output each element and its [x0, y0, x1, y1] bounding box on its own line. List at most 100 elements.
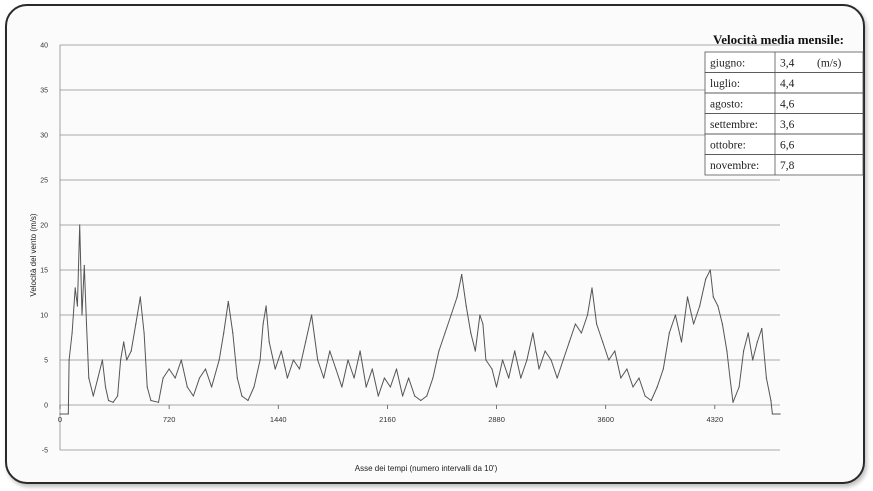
x-tick-labels: 0 720 1440 2160 2880 3600 4320	[58, 405, 723, 424]
data-point	[680, 341, 683, 343]
data-point	[139, 296, 141, 298]
data-point	[438, 350, 440, 352]
data-point	[353, 377, 355, 379]
data-point	[586, 314, 589, 316]
data-point	[482, 323, 484, 325]
data-point	[259, 359, 261, 361]
data-point	[729, 377, 731, 379]
data-point	[709, 269, 711, 271]
table-title: Velocità media mensile:	[713, 32, 844, 47]
x-tick-label: 2880	[488, 415, 505, 424]
data-point	[223, 332, 225, 334]
data-point	[383, 377, 385, 379]
data-point	[562, 359, 564, 361]
data-point	[420, 399, 422, 402]
data-point	[686, 296, 689, 298]
data-point	[614, 350, 616, 352]
data-point	[286, 377, 288, 379]
x-tick-label: 720	[163, 415, 176, 424]
data-point	[101, 359, 103, 361]
data-point	[292, 359, 294, 361]
data-point	[668, 332, 670, 334]
data-point	[150, 399, 152, 402]
y-tick-label: -5	[42, 448, 48, 455]
data-point	[596, 323, 598, 325]
data-point	[456, 296, 458, 298]
data-point	[347, 359, 349, 361]
data-point	[491, 368, 493, 370]
y-tick-label: 20	[40, 223, 48, 230]
table-month: settembre:	[710, 119, 758, 131]
data-point	[198, 377, 201, 379]
series-line	[60, 224, 780, 415]
data-point	[626, 368, 628, 370]
y-tick-label: 40	[40, 43, 48, 50]
data-point	[638, 377, 640, 379]
table-value: 3,6	[780, 119, 795, 131]
x-axis-label: Asse dei tempi (numero intervalli da 10'…	[355, 464, 498, 473]
data-point	[514, 350, 516, 352]
data-point	[752, 359, 754, 361]
data-point	[717, 305, 719, 307]
data-point	[341, 386, 343, 388]
data-point	[662, 368, 664, 370]
data-point	[461, 273, 463, 276]
table-month: ottobre:	[710, 140, 746, 152]
table-month: agosto:	[710, 99, 743, 111]
data-point	[67, 413, 69, 415]
data-point	[268, 341, 270, 343]
data-point	[79, 224, 81, 226]
data-point	[526, 359, 528, 361]
data-point	[556, 377, 558, 379]
x-tick-label: 2160	[379, 415, 396, 424]
data-point	[532, 332, 534, 334]
data-point	[180, 359, 182, 361]
data-point	[770, 399, 772, 402]
table-value: 4,4	[780, 78, 795, 90]
data-point	[241, 395, 243, 397]
y-tick-label: 10	[40, 313, 48, 320]
gridlines	[59, 44, 780, 451]
data-point	[157, 401, 160, 403]
data-point	[389, 386, 391, 388]
data-point	[485, 359, 487, 361]
data-point	[656, 386, 658, 388]
data-point	[674, 314, 677, 316]
data-point	[574, 323, 577, 325]
data-point	[236, 377, 238, 379]
data-point	[371, 368, 373, 370]
data-point	[479, 314, 481, 316]
data-point	[311, 314, 313, 316]
data-point	[71, 332, 73, 334]
data-point	[262, 323, 264, 325]
y-tick-label: 15	[40, 268, 48, 275]
data-point	[130, 350, 132, 352]
data-point	[298, 368, 301, 370]
data-point	[365, 386, 367, 388]
y-tick-label: 5	[44, 358, 48, 365]
data-point	[280, 350, 282, 352]
data-point	[317, 359, 319, 361]
data-point	[218, 359, 220, 361]
data-point	[761, 327, 763, 330]
data-point	[544, 350, 546, 352]
data-point	[85, 323, 88, 325]
table-month: novembre:	[710, 160, 759, 172]
data-point	[550, 359, 552, 361]
data-point	[738, 386, 740, 388]
data-point	[112, 401, 114, 403]
data-point	[74, 287, 76, 289]
data-point	[143, 332, 145, 334]
data-point	[335, 368, 337, 370]
data-point	[426, 395, 428, 397]
data-point	[253, 386, 255, 388]
table-value: 3,4	[780, 58, 795, 70]
data-point	[227, 300, 229, 303]
data-point	[747, 332, 749, 334]
y-tick-labels: -5 0 5 10 15 20 25 30 35 40	[40, 43, 48, 455]
data-point	[474, 350, 476, 352]
data-point	[444, 332, 446, 334]
data-point	[408, 377, 410, 379]
data-point	[174, 377, 176, 379]
